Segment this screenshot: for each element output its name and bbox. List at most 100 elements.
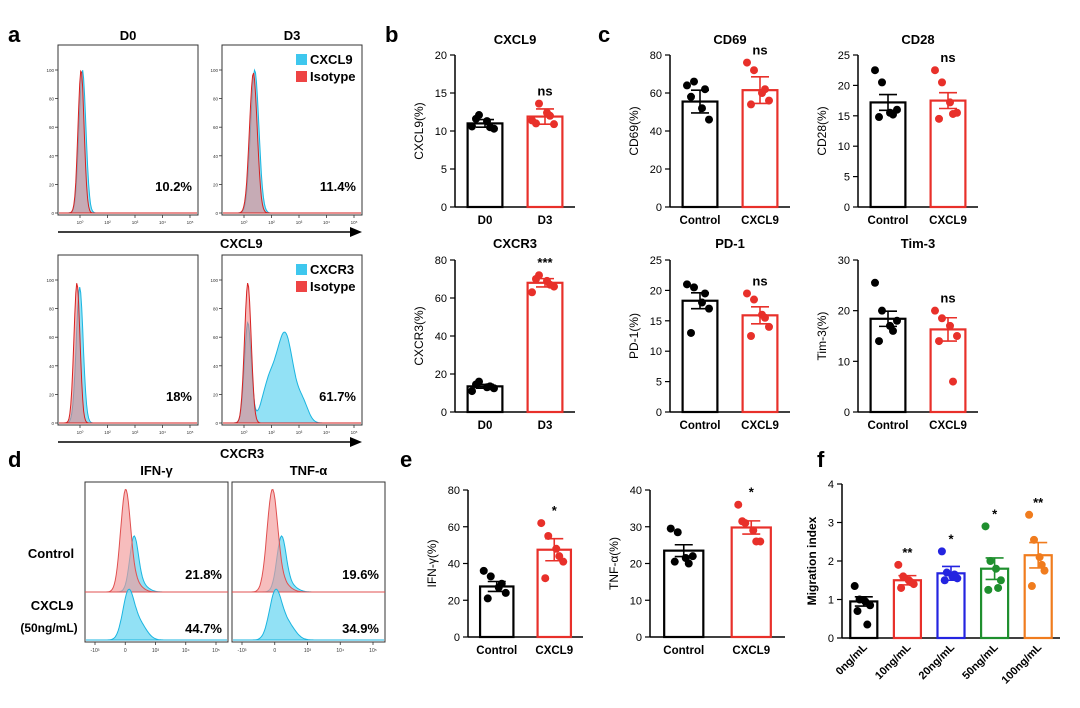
data-point bbox=[701, 289, 709, 298]
x-tick-label: 0 bbox=[124, 648, 127, 654]
y-tick-label: 0 bbox=[51, 421, 54, 426]
data-point bbox=[535, 99, 543, 108]
x-tick-label: 10⁴ bbox=[336, 648, 344, 654]
significance-label: * bbox=[948, 531, 954, 546]
panel-letter-b: b bbox=[385, 22, 398, 47]
y-axis-label: CD69(%) bbox=[627, 106, 641, 155]
y-tick-label: 100 bbox=[46, 278, 54, 283]
category-label: 100ng/mL bbox=[1000, 641, 1045, 686]
category-label: Control bbox=[476, 645, 517, 657]
category-label: 10ng/mL bbox=[873, 641, 914, 682]
x-tick-label: 10² bbox=[268, 430, 275, 435]
data-point bbox=[544, 531, 553, 540]
x-tick-label: 10³ bbox=[296, 220, 303, 225]
data-point bbox=[537, 519, 546, 528]
data-point bbox=[552, 544, 561, 553]
y-tick-label: 100 bbox=[46, 68, 54, 73]
data-point bbox=[468, 122, 476, 131]
y-tick-label: 4 bbox=[828, 479, 834, 491]
y-tick-label: 15 bbox=[650, 316, 662, 328]
data-point bbox=[878, 306, 886, 315]
chart-title: CXCR3 bbox=[493, 236, 537, 251]
x-tick-label: 10³ bbox=[132, 220, 139, 225]
significance-label: ns bbox=[752, 43, 767, 58]
data-point bbox=[946, 98, 954, 107]
y-tick-label: 3 bbox=[828, 518, 834, 530]
data-point bbox=[532, 275, 540, 283]
data-point bbox=[486, 382, 494, 391]
isotype-histogram bbox=[59, 283, 197, 424]
data-point bbox=[690, 77, 698, 86]
x-tick-label: 10⁴ bbox=[159, 220, 166, 225]
x-tick-label: 10⁵ bbox=[212, 648, 220, 654]
data-point bbox=[871, 278, 879, 287]
data-point bbox=[687, 92, 695, 101]
row-label-control: Control bbox=[28, 546, 74, 561]
significance-label: *** bbox=[537, 255, 553, 270]
data-point bbox=[984, 585, 993, 594]
y-tick-label: 20 bbox=[650, 164, 662, 176]
data-point bbox=[472, 114, 480, 123]
data-point bbox=[690, 283, 698, 292]
y-tick-label: 20 bbox=[213, 182, 219, 187]
data-point bbox=[761, 313, 769, 322]
chart-c-cd69: 0 20 40 60 80 CD69(%) CD69 Control CXCL9 ns bbox=[627, 32, 790, 227]
data-point bbox=[749, 526, 758, 535]
bar bbox=[663, 549, 705, 639]
data-point bbox=[897, 583, 906, 592]
data-point bbox=[850, 582, 859, 591]
y-tick-label: 10 bbox=[435, 126, 447, 138]
y-tick-label: 20 bbox=[650, 285, 662, 297]
data-point bbox=[931, 66, 939, 75]
y-tick-label: 20 bbox=[213, 392, 219, 397]
data-point bbox=[986, 557, 995, 565]
data-point bbox=[893, 316, 901, 325]
data-point bbox=[1027, 582, 1036, 591]
x-tick-label: 10³ bbox=[132, 430, 139, 435]
chart-b-cxcl9: 0 5 10 15 20 CXCL9(%) CXCL9 D0 D3 ns bbox=[412, 32, 575, 227]
data-point bbox=[546, 280, 554, 289]
category-label: 20ng/mL bbox=[917, 641, 958, 682]
bar bbox=[869, 317, 907, 414]
data-point bbox=[899, 572, 908, 581]
isotype-histogram bbox=[59, 69, 197, 214]
category-label: CXCL9 bbox=[929, 420, 967, 432]
data-point bbox=[1025, 510, 1034, 519]
y-tick-label: 10 bbox=[630, 595, 642, 607]
data-point bbox=[684, 559, 693, 568]
bar bbox=[466, 122, 504, 209]
y-tick-label: 15 bbox=[435, 88, 447, 100]
y-tick-label: 40 bbox=[650, 126, 662, 138]
y-tick-label: 0 bbox=[656, 407, 662, 419]
y-tick-label: 0 bbox=[656, 202, 662, 214]
isotype-histogram bbox=[223, 282, 361, 424]
panel-a-flow-histograms: D0 D3 0 20 40 60 80 100 10⁰ 10² 10³ 10⁴ 10⁵ 10.2% 0 20 4… bbox=[46, 28, 363, 461]
y-tick-label: 100 bbox=[210, 278, 218, 283]
y-tick-label: 5 bbox=[656, 377, 662, 389]
column-header: TNF-α bbox=[290, 463, 328, 478]
y-tick-label: 80 bbox=[213, 97, 219, 102]
x-tick-label: 10⁰ bbox=[77, 430, 84, 435]
data-point bbox=[935, 337, 943, 346]
y-tick-label: 20 bbox=[838, 306, 850, 318]
y-axis-label: IFN-γ(%) bbox=[425, 540, 439, 588]
category-label: Control bbox=[868, 215, 909, 227]
data-point bbox=[532, 119, 540, 128]
y-tick-label: 0 bbox=[215, 211, 218, 216]
bar bbox=[741, 314, 779, 414]
significance-label: * bbox=[992, 506, 998, 521]
column-header: IFN-γ bbox=[140, 463, 173, 478]
y-tick-label: 80 bbox=[448, 485, 460, 497]
data-point bbox=[942, 568, 951, 577]
data-point bbox=[866, 601, 875, 610]
y-axis-label: TNF-α(%) bbox=[607, 537, 621, 590]
data-point bbox=[750, 295, 758, 304]
data-point bbox=[889, 110, 897, 119]
category-label: CXCL9 bbox=[732, 645, 770, 657]
column-header: D0 bbox=[120, 28, 137, 43]
y-tick-label: 80 bbox=[213, 307, 219, 312]
y-tick-label: 40 bbox=[213, 154, 219, 159]
percent-label: 34.9% bbox=[342, 621, 379, 636]
